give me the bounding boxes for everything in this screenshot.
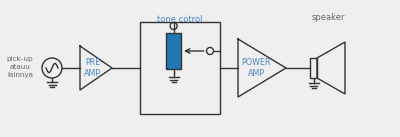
Text: pick-up
atauu
lainnya: pick-up atauu lainnya [7, 56, 33, 78]
Text: tone cotrol: tone cotrol [157, 15, 203, 24]
Bar [166, 33, 181, 69]
Bar [140, 22, 220, 114]
Bar [310, 58, 317, 78]
Text: PRE
AMP: PRE AMP [84, 58, 101, 78]
Text: speaker: speaker [311, 14, 345, 22]
Text: POWER
AMP: POWER AMP [242, 58, 271, 78]
